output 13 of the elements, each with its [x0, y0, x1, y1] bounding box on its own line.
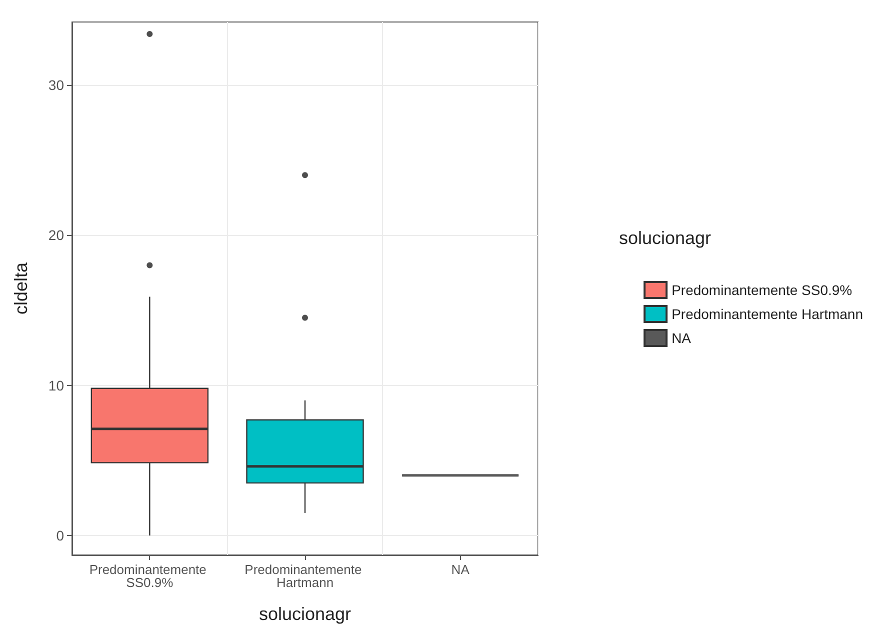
legend-label: Predominantemente SS0.9%: [672, 282, 852, 298]
y-tick-label: 20: [48, 227, 64, 244]
legend-label: NA: [672, 330, 692, 346]
x-tick-label: NA: [451, 562, 470, 577]
legend-label: Predominantemente Hartmann: [672, 306, 864, 322]
x-tick-label: Predominantemente Hartmann: [244, 562, 366, 590]
y-tick-label: 10: [48, 377, 64, 394]
y-tick-label: 30: [48, 77, 64, 94]
legend-title: solucionagr: [618, 228, 712, 248]
x-axis-title: solucionagr: [258, 604, 352, 624]
x-tick-label: Predominantemente SS0.9%: [89, 562, 210, 590]
y-axis-title: cldelta: [11, 261, 31, 315]
y-tick-label: 0: [56, 527, 64, 544]
